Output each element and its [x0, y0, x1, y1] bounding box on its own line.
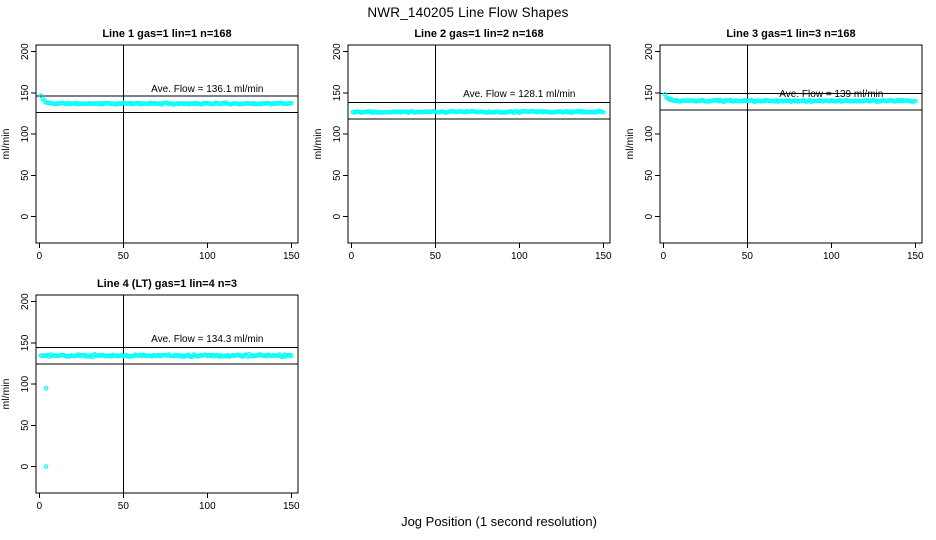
- y-axis-label: ml/min: [312, 128, 324, 159]
- subplot-title: Line 1 gas=1 lin=1 n=168: [102, 28, 231, 40]
- y-axis-label: ml/min: [0, 128, 12, 159]
- ave-flow-annotation: Ave. Flow = 134.3 ml/min: [151, 334, 263, 345]
- y-tick-label: 50: [20, 169, 31, 181]
- y-tick-label: 150: [20, 84, 31, 101]
- y-tick-label: 100: [20, 125, 31, 142]
- subplot-line1: 0 50 100 150 0 50 100 150 200 Line 1 gas=1 lin=1…: [0, 28, 300, 262]
- y-axis-label: ml/min: [624, 128, 636, 159]
- y-tick-label: 0: [20, 213, 31, 219]
- y-tick-label: 50: [332, 169, 343, 181]
- subplot-line4: 0 50 100 150 0 50 100 150 200 Line 4 (LT) gas=1 …: [0, 278, 300, 512]
- y-tick-label: 150: [332, 84, 343, 101]
- y-tick-label: 150: [644, 84, 655, 101]
- ave-flow-annotation: Ave. Flow = 128.1 ml/min: [463, 89, 575, 100]
- data-point: [912, 98, 918, 104]
- x-tick-label: 150: [907, 251, 924, 262]
- y-tick-label: 50: [644, 169, 655, 181]
- data-point: [662, 91, 668, 97]
- x-tick-label: 100: [511, 251, 528, 262]
- x-tick-label: 50: [742, 251, 754, 262]
- y-tick-label: 200: [20, 43, 31, 60]
- x-tick-label: 50: [118, 251, 130, 262]
- y-tick-label: 200: [20, 293, 31, 310]
- x-tick-label: 50: [118, 501, 130, 512]
- data-point: [288, 353, 294, 359]
- x-tick-label: 0: [661, 251, 667, 262]
- plot-box: [347, 44, 611, 244]
- subplot-title: Line 2 gas=1 lin=2 n=168: [414, 28, 543, 40]
- x-tick-label: 150: [283, 501, 300, 512]
- plot-box: [35, 44, 299, 244]
- plot-area: 0 50 100 150 0 50 100 150 200: [644, 43, 924, 262]
- y-tick-label: 0: [644, 213, 655, 219]
- ave-flow-annotation: Ave. Flow = 136.1 ml/min: [151, 84, 263, 95]
- x-tick-label: 150: [595, 251, 612, 262]
- x-tick-label: 150: [283, 251, 300, 262]
- x-tick-label: 100: [199, 501, 216, 512]
- x-tick-label: 100: [199, 251, 216, 262]
- subplot-line3: 0 50 100 150 0 50 100 150 200 Line 3 gas=1 lin=3…: [624, 28, 924, 262]
- subplot-title: Line 4 (LT) gas=1 lin=4 n=3: [97, 278, 237, 290]
- ave-flow-annotation: Ave. Flow = 139 ml/min: [779, 89, 883, 100]
- x-tick-label: 100: [823, 251, 840, 262]
- plot-area: 0 50 100 150 0 50 100 150 200: [20, 43, 300, 262]
- y-tick-label: 100: [644, 125, 655, 142]
- y-tick-label: 200: [644, 43, 655, 60]
- subplot-title: Line 3 gas=1 lin=3 n=168: [726, 28, 855, 40]
- plot-area: 0 50 100 150 0 50 100 150 200: [332, 43, 612, 262]
- figure-title: NWR_140205 Line Flow Shapes: [367, 5, 569, 20]
- data-point: [43, 385, 49, 391]
- plot-box: [659, 44, 923, 244]
- x-tick-label: 0: [37, 501, 43, 512]
- x-tick-label: 0: [349, 251, 355, 262]
- y-tick-label: 0: [20, 463, 31, 469]
- x-tick-label: 0: [37, 251, 43, 262]
- subplot-line2: 0 50 100 150 0 50 100 150 200 Line 2 gas=1 lin=2…: [312, 28, 612, 262]
- x-tick-label: 50: [430, 251, 442, 262]
- y-tick-label: 50: [20, 419, 31, 431]
- data-point: [600, 110, 606, 115]
- data-point: [288, 100, 294, 106]
- y-tick-label: 150: [20, 334, 31, 351]
- y-tick-label: 100: [20, 375, 31, 392]
- y-tick-label: 100: [332, 125, 343, 142]
- y-tick-label: 200: [332, 43, 343, 60]
- y-axis-label: ml/min: [0, 378, 12, 409]
- y-tick-label: 0: [332, 213, 343, 219]
- data-point: [43, 464, 49, 469]
- x-axis-label: Jog Position (1 second resolution): [401, 514, 597, 529]
- data-point: [188, 354, 193, 360]
- plot-area: 0 50 100 150 0 50 100 150 200: [20, 293, 300, 512]
- data-point: [278, 354, 284, 359]
- plot-box: [35, 294, 299, 494]
